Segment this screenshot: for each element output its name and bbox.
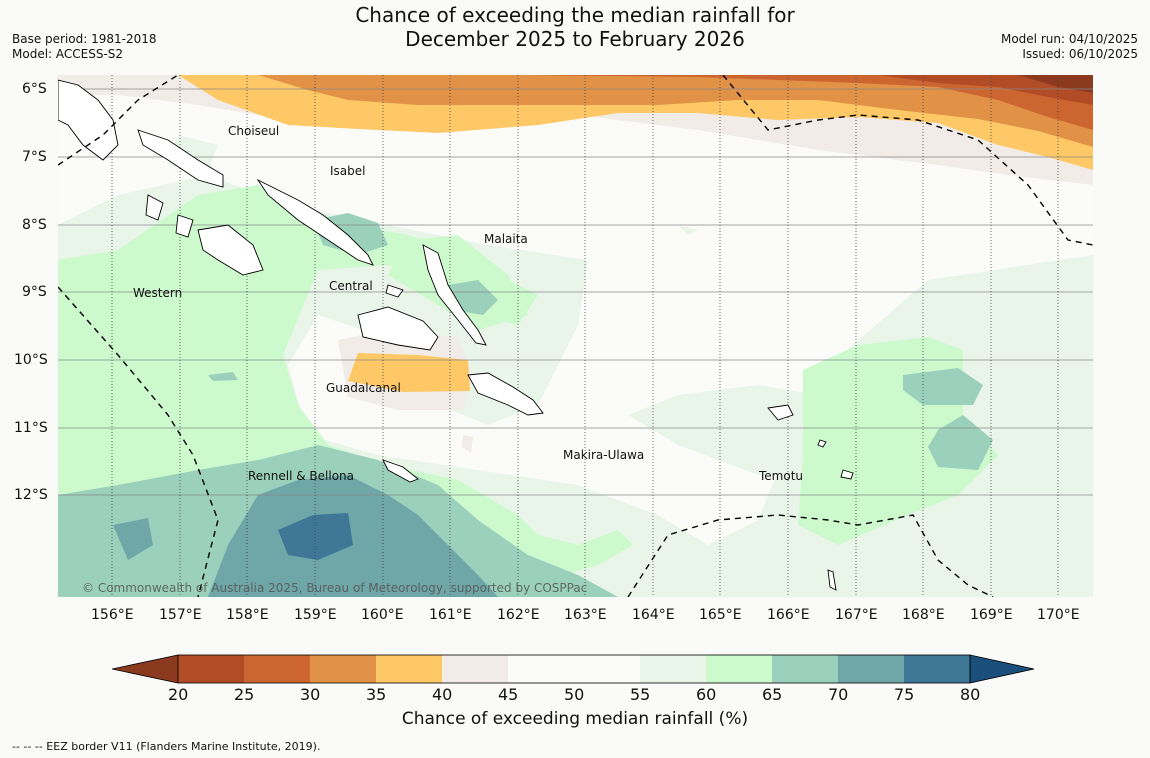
- lon-label: 164°E: [632, 607, 675, 623]
- lon-label: 169°E: [970, 607, 1013, 623]
- lon-label: 170°E: [1037, 607, 1080, 623]
- colorbar-tick: 70: [828, 685, 849, 704]
- colorbar: [112, 654, 1035, 684]
- place-label-choiseul: Choiseul: [228, 124, 280, 138]
- lon-label: 168°E: [902, 607, 945, 623]
- colorbar-segment: [376, 655, 442, 683]
- colorbar-tick: 30: [300, 685, 321, 704]
- lat-label: 9°S: [22, 284, 47, 300]
- lat-label: 7°S: [22, 149, 47, 165]
- colorbar-segment: [640, 655, 706, 683]
- colorbar-tick: 40: [432, 685, 453, 704]
- map-title: Chance of exceeding the median rainfall …: [0, 3, 1150, 51]
- colorbar-segment: [244, 655, 310, 683]
- lon-label: 166°E: [767, 607, 810, 623]
- lon-label: 157°E: [159, 607, 202, 623]
- lon-label: 160°E: [361, 607, 404, 623]
- place-label-guadalcanal: Guadalcanal: [326, 381, 401, 395]
- colorbar-segment: [442, 655, 508, 683]
- meta-right: Model run: 04/10/2025 Issued: 06/10/2025: [1001, 32, 1138, 62]
- lon-label: 165°E: [699, 607, 742, 623]
- place-label-western: Western: [133, 286, 183, 300]
- issued-date: Issued: 06/10/2025: [1022, 47, 1138, 61]
- lat-label: 8°S: [22, 217, 47, 233]
- colorbar-tick: 25: [234, 685, 255, 704]
- colorbar-extend-high: [969, 654, 1035, 684]
- colorbar-segment: [574, 655, 640, 683]
- colorbar-extend-low: [112, 654, 179, 684]
- colorbar-segment: [178, 655, 244, 683]
- lon-label: 156°E: [91, 607, 134, 623]
- lon-label: 167°E: [835, 607, 878, 623]
- lat-label: 11°S: [14, 420, 48, 436]
- lon-label: 161°E: [429, 607, 472, 623]
- model-name: Model: ACCESS-S2: [12, 47, 124, 61]
- colorbar-segment: [904, 655, 970, 683]
- lon-label: 163°E: [564, 607, 607, 623]
- meta-left: Base period: 1981-2018 Model: ACCESS-S2: [12, 32, 157, 62]
- base-period: Base period: 1981-2018: [12, 32, 157, 46]
- colorbar-tick: 35: [366, 685, 387, 704]
- colorbar-segment: [706, 655, 772, 683]
- colorbar-segment: [772, 655, 838, 683]
- title-line-2: December 2025 to February 2026: [405, 27, 745, 51]
- place-label-temotu: Temotu: [759, 469, 804, 483]
- place-label-rennell-bellona: Rennell & Bellona: [248, 469, 355, 483]
- colorbar-tick: 45: [498, 685, 519, 704]
- model-run: Model run: 04/10/2025: [1000, 32, 1138, 46]
- place-label-malaita: Malaita: [484, 232, 528, 246]
- lon-label: 159°E: [294, 607, 337, 623]
- colorbar-label: Chance of exceeding median rainfall (%): [401, 709, 749, 729]
- colorbar-tick: 55: [630, 685, 651, 704]
- lon-label: 158°E: [226, 607, 269, 623]
- colorbar-tick: 50: [564, 685, 585, 704]
- lon-label: 162°E: [497, 607, 540, 623]
- lat-label: 10°S: [14, 352, 48, 368]
- copyright-notice: © Commonwealth of Australia 2025, Bureau…: [82, 581, 588, 595]
- colorbar-tick: 65: [762, 685, 783, 704]
- eez-footnote: -- -- -- EEZ border V11 (Flanders Marine…: [12, 740, 321, 753]
- colorbar-segment: [838, 655, 904, 683]
- colorbar-tick: 20: [168, 685, 189, 704]
- colorbar-segment: [508, 655, 574, 683]
- lat-label: 12°S: [14, 487, 48, 503]
- colorbar-tick: 60: [696, 685, 717, 704]
- colorbar-segment: [310, 655, 376, 683]
- place-label-isabel: Isabel: [330, 164, 366, 178]
- rainfall-map: [58, 75, 1093, 597]
- place-label-central: Central: [329, 279, 373, 293]
- place-label-makira-ulawa: Makira-Ulawa: [563, 448, 645, 462]
- colorbar-tick: 80: [960, 685, 981, 704]
- lat-label: 6°S: [22, 81, 47, 97]
- colorbar-tick: 75: [894, 685, 915, 704]
- title-line-1: Chance of exceeding the median rainfall …: [355, 3, 795, 27]
